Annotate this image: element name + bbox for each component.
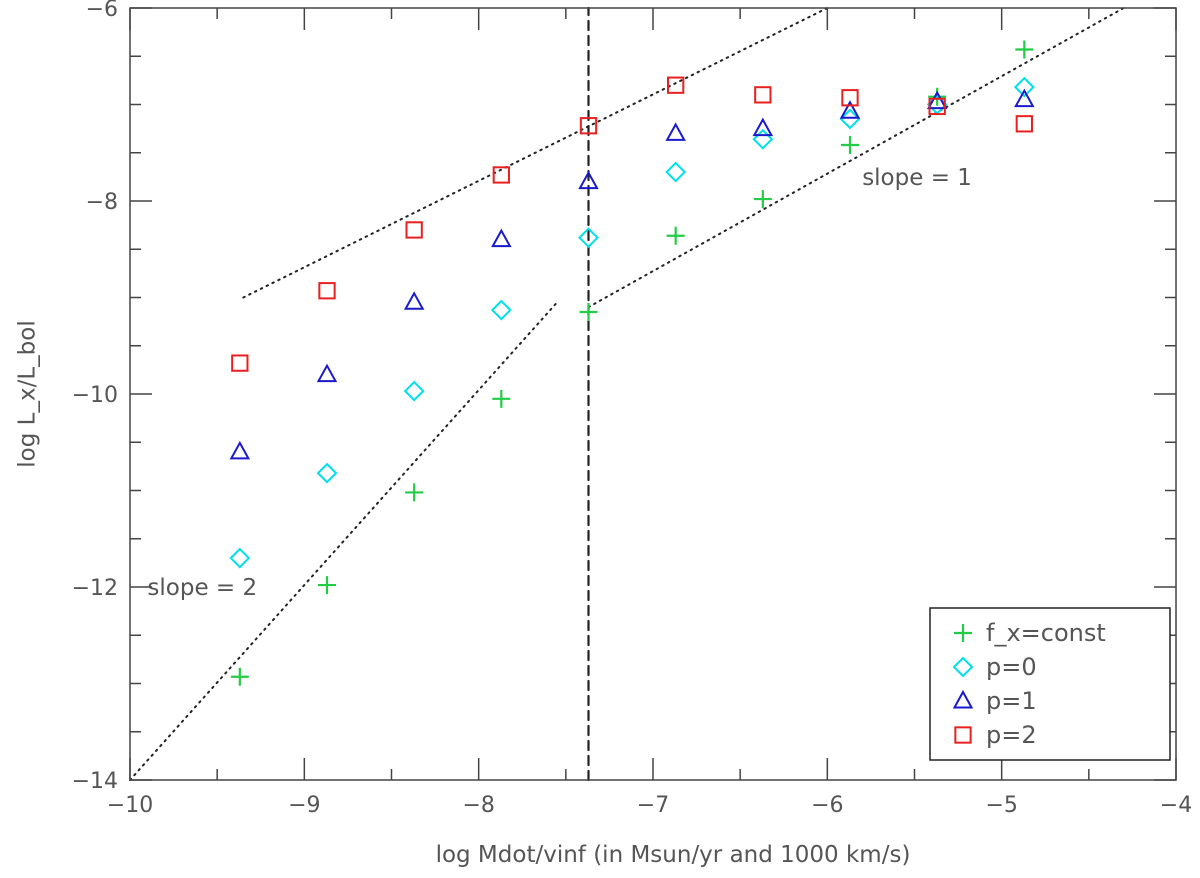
legend-marker-plus (954, 624, 972, 642)
x-tick-label: −6 (811, 793, 843, 818)
data-point-square (405, 221, 423, 239)
data-point-square (754, 86, 772, 104)
y-tick-label: −8 (86, 190, 118, 215)
data-point-triangle (403, 291, 425, 310)
legend-marker-diamond (952, 656, 974, 678)
series-diamond (229, 76, 1035, 569)
y-tick-label: −10 (72, 383, 118, 408)
series-plus (230, 40, 1034, 686)
data-point-triangle (491, 228, 512, 248)
y-tick-label: −12 (72, 576, 118, 601)
data-point-square (841, 89, 859, 107)
data-point-plus (405, 483, 424, 502)
data-point-plus (492, 389, 511, 408)
data-point-diamond (752, 128, 774, 150)
legend-label: p=1 (986, 687, 1037, 715)
data-point-triangle (1014, 88, 1035, 108)
x-tick-label: −5 (985, 793, 1017, 818)
slope-annotation: slope = 2 (147, 575, 257, 601)
series-square (231, 76, 1033, 372)
x-tick-label: −10 (107, 793, 153, 818)
data-point-square (318, 282, 336, 300)
data-point-diamond (316, 462, 338, 484)
data-point-triangle (316, 363, 338, 383)
slope-reference-line (129, 301, 559, 781)
legend-label: f_x=const (986, 619, 1106, 647)
data-point-square (1015, 115, 1033, 133)
data-point-diamond (490, 299, 512, 321)
data-point-plus (840, 136, 859, 155)
data-point-plus (579, 302, 598, 321)
slope-reference-line (242, 7, 829, 299)
data-point-square (667, 76, 685, 94)
y-tick-label: −14 (72, 769, 118, 794)
x-tick-label: −7 (637, 793, 669, 818)
legend-label: p=0 (986, 653, 1037, 681)
legend: f_x=const p=0 p=1 p=2 (929, 607, 1171, 761)
legend-label: p=2 (986, 721, 1037, 749)
data-point-triangle (752, 117, 774, 137)
data-point-diamond (839, 108, 861, 130)
data-point-plus (230, 667, 249, 686)
y-axis-label: log L_x/L_bol (15, 320, 41, 467)
data-point-triangle (229, 440, 251, 460)
y-tick-label: −6 (86, 0, 118, 22)
slope-reference-line (587, 7, 1125, 309)
data-point-triangle (665, 122, 686, 141)
series-triangle (229, 88, 1035, 460)
data-point-plus (317, 576, 336, 595)
data-point-plus (666, 226, 685, 245)
legend-marker-triangle (952, 689, 974, 709)
axis-ticks (129, 7, 1177, 781)
slope-annotation: slope = 1 (862, 165, 972, 191)
data-point-triangle (926, 90, 948, 110)
x-tick-label: −9 (288, 793, 320, 818)
data-point-diamond (403, 380, 425, 402)
data-point-diamond (578, 227, 599, 249)
data-point-triangle (839, 100, 861, 119)
x-tick-label: −8 (462, 793, 494, 818)
x-tick-label: −4 (1160, 793, 1192, 818)
data-point-triangle (578, 170, 599, 190)
data-point-diamond (665, 161, 687, 183)
data-point-square (231, 354, 249, 372)
legend-marker-square (954, 726, 972, 744)
x-axis-label: log Mdot/vinf (in Msun/yr and 1000 km/s) (436, 842, 911, 868)
data-point-plus (753, 190, 772, 209)
data-point-diamond (229, 547, 251, 569)
data-point-square (579, 117, 598, 135)
data-point-plus (1015, 40, 1034, 59)
axis-tick-labels: −10 −9 −8 −7 −6 −5 −4 −14 −12 −10 −8 −6 (72, 0, 1193, 818)
data-point-square (492, 166, 510, 184)
data-point-square (928, 97, 946, 116)
plot-content: slope = 2 slope = 1 (129, 6, 1125, 782)
data-point-diamond (1013, 76, 1035, 98)
